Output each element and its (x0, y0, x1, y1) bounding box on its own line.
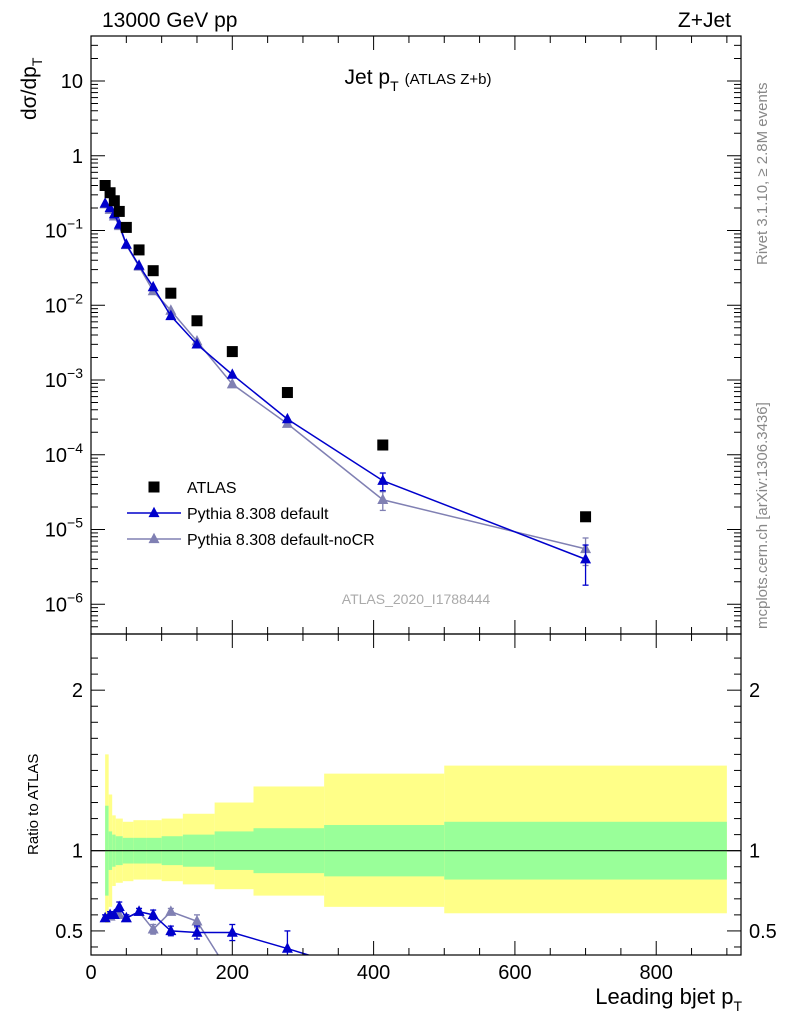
ratio-y-label: Ratio to ATLAS (25, 754, 42, 855)
ratio-y-tick-label: 2 (72, 680, 83, 702)
pythia-default-ratio-point (113, 900, 125, 912)
x-tick-label: 400 (357, 962, 390, 984)
pythia-default-point (377, 474, 389, 485)
atlas-point (120, 221, 132, 233)
atlas-point (104, 187, 116, 199)
pythia-default-line (104, 202, 586, 560)
title-main: Jet p (345, 66, 391, 89)
pythia-default-ratio-point (147, 908, 159, 920)
ratio-y-tick-label: 1 (72, 841, 83, 863)
pythia-default-point (226, 368, 238, 379)
atlas-point (580, 511, 592, 523)
energy-label: 13000 GeV pp (102, 9, 237, 32)
atlas-point (108, 195, 120, 207)
xlabel-sub: T (733, 998, 742, 1014)
y-tick-label: 10−5 (45, 515, 83, 542)
pythia-default-point (104, 201, 116, 213)
mcplots-label: mcplots.cern.ch [arXiv:1306.3436] (754, 402, 771, 629)
pythia-default-ratio-point (120, 911, 132, 923)
pythia-default-point (165, 309, 177, 321)
pythia-default-ratio-point (226, 926, 238, 937)
title-note: (ATLAS Z+b) (405, 71, 492, 88)
x-tick-label: 200 (216, 962, 249, 984)
ratio-y-tick-label: 0.5 (55, 921, 83, 943)
pythia-default-point (133, 259, 145, 270)
rivet-label: Rivet 3.1.10, ≥ 2.8M events (754, 83, 771, 266)
x-axis-label: Leading bjet pT (595, 984, 742, 1014)
pythia-default-ratio-point (133, 905, 145, 916)
x-tick-label: 600 (498, 962, 531, 984)
legend-marker-atlas (148, 481, 160, 493)
atlas-point (165, 287, 177, 299)
pythia-default-point (147, 280, 159, 292)
ratio-frame (90, 633, 742, 956)
atlas-point (147, 265, 159, 277)
legend-marker-pythia-nocr (148, 532, 160, 544)
ratio-y-tick-label-right: 2 (749, 680, 760, 702)
pythia-default-ratio-point (281, 942, 293, 953)
pythia-default-point (580, 552, 592, 564)
pythia-nocr-ratio-point (147, 923, 159, 934)
atlas-point (377, 439, 389, 451)
ratio-y-tick-label-right: 0.5 (749, 921, 777, 943)
y-tick-label: 10−6 (45, 589, 83, 616)
pythia-nocr-ratio-point (191, 915, 203, 926)
main-title: Jet pT (ATLAS Z+b) (345, 66, 492, 94)
atlas-point (133, 244, 145, 256)
atlas-point (191, 315, 203, 327)
xlabel-main: Leading bjet p (595, 984, 733, 1009)
pythia-default-ratio-point (108, 908, 120, 920)
y-tick-label: 10 (61, 71, 83, 93)
y-tick-label: 1 (72, 146, 83, 168)
legend-label-pythia-nocr: Pythia 8.308 default-noCR (187, 532, 375, 549)
pythia-default-point (99, 197, 111, 208)
pythia-default-point (191, 338, 203, 349)
ratio-y-tick-label-right: 1 (749, 841, 760, 863)
pythia-default-point (120, 238, 132, 249)
legend-marker-pythia-default (148, 506, 160, 518)
ylabel-sub: T (29, 57, 45, 66)
atlas-point (226, 346, 238, 358)
title-sub: T (390, 78, 399, 94)
atlas-point (99, 180, 111, 191)
pythia-nocr-line (104, 203, 586, 550)
pythia-nocr-point (226, 377, 238, 389)
pythia-nocr-ratio-point (165, 905, 177, 916)
legend-label-atlas: ATLAS (187, 480, 237, 497)
analysis-watermark: ATLAS_2020_I1788444 (342, 591, 491, 607)
y-tick-label: 10−4 (45, 440, 83, 467)
pythia-default-ratio-point (165, 924, 177, 936)
x-tick-label: 0 (85, 962, 96, 984)
y-tick-label: 10−1 (45, 216, 83, 243)
atlas-point (281, 387, 293, 399)
legend-label-pythia-default: Pythia 8.308 default (187, 506, 329, 523)
pythia-default-ratio-point (99, 911, 111, 923)
pythia-nocr-point (377, 493, 389, 504)
pythia-default-point (281, 412, 293, 424)
y-tick-label: 10−3 (45, 365, 83, 392)
main-y-label: dσ/dpT (18, 57, 45, 120)
ylabel-main: dσ/dp (18, 66, 41, 120)
y-tick-label: 10−2 (45, 290, 83, 317)
atlas-point (113, 205, 125, 217)
x-tick-label: 800 (640, 962, 673, 984)
pythia-default-ratio-point (191, 926, 203, 937)
process-label: Z+Jet (678, 9, 731, 32)
